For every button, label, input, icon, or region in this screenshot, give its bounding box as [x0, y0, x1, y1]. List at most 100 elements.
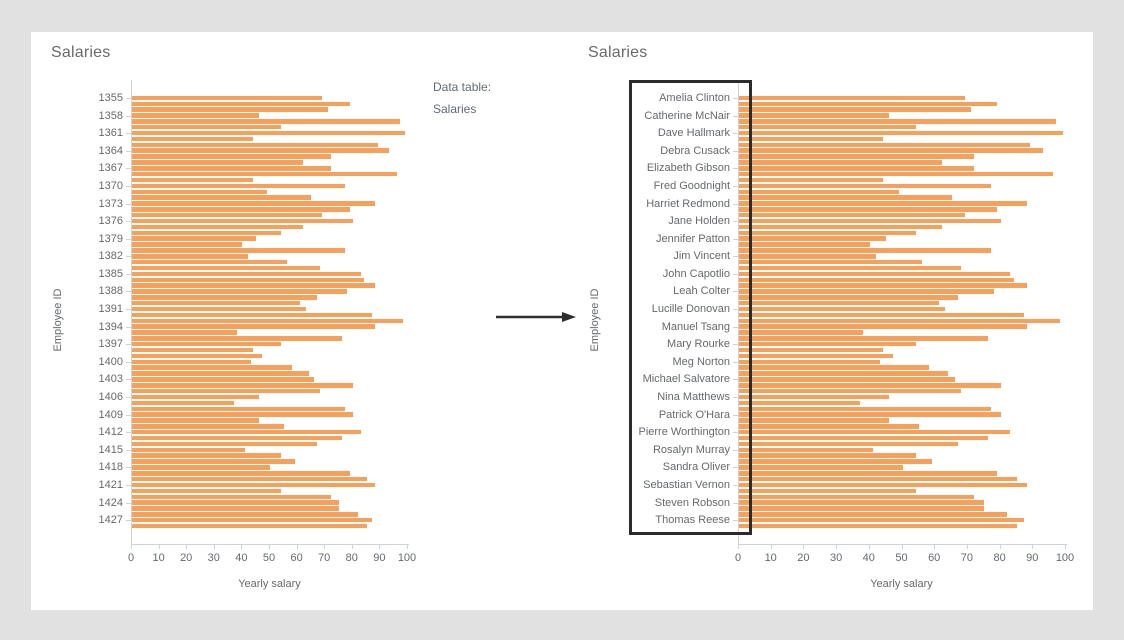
right-salary-bar[interactable] [739, 230, 916, 236]
right-salary-bar[interactable] [739, 418, 890, 423]
right-salary-bar[interactable] [739, 154, 975, 159]
left-salary-bar[interactable] [132, 394, 259, 400]
right-salary-bar[interactable] [739, 330, 864, 335]
right-salary-bar[interactable] [739, 242, 870, 247]
right-salary-bar[interactable] [739, 113, 890, 118]
right-salary-bar[interactable] [739, 388, 962, 394]
left-salary-bar[interactable] [132, 101, 350, 106]
right-salary-bar[interactable] [739, 488, 916, 494]
left-salary-bar[interactable] [132, 283, 375, 288]
left-salary-bar[interactable] [132, 300, 301, 306]
right-salary-bar[interactable] [739, 248, 991, 253]
left-salary-bar[interactable] [132, 142, 378, 148]
right-salary-bar[interactable] [739, 523, 1017, 529]
right-salary-bar[interactable] [739, 465, 903, 470]
right-salary-bar[interactable] [739, 312, 1024, 318]
right-salary-bar[interactable] [739, 371, 949, 376]
right-salary-bar[interactable] [739, 406, 991, 411]
right-salary-bar[interactable] [739, 506, 985, 511]
right-salary-bar[interactable] [739, 459, 932, 464]
right-salary-bar[interactable] [739, 136, 883, 142]
right-salary-bar[interactable] [739, 500, 985, 505]
left-salary-bar[interactable] [132, 494, 331, 499]
left-salary-bar[interactable] [132, 259, 287, 265]
right-salary-bar[interactable] [739, 177, 883, 183]
left-salary-bar[interactable] [132, 242, 243, 247]
left-salary-bar[interactable] [132, 154, 331, 159]
right-salary-bar[interactable] [739, 189, 900, 194]
right-salary-bar[interactable] [739, 183, 991, 189]
left-salary-bar[interactable] [132, 424, 284, 429]
right-salary-bar[interactable] [739, 119, 1057, 124]
right-salary-bar[interactable] [739, 394, 890, 400]
left-salary-bar[interactable] [132, 160, 304, 165]
left-salary-bar[interactable] [132, 388, 320, 394]
right-salary-bar[interactable] [739, 171, 1053, 177]
right-salary-bar[interactable] [739, 517, 1024, 523]
right-salary-bar[interactable] [739, 435, 988, 441]
left-salary-bar[interactable] [132, 383, 353, 388]
left-salary-bar[interactable] [132, 213, 323, 218]
right-salary-bar[interactable] [739, 166, 975, 171]
right-salary-bar[interactable] [739, 383, 1001, 388]
left-salary-bar[interactable] [132, 441, 317, 447]
right-salary-bar[interactable] [739, 482, 1027, 488]
right-salary-bar[interactable] [739, 430, 1011, 435]
right-salary-bar[interactable] [739, 377, 955, 382]
right-salary-bar[interactable] [739, 512, 1008, 517]
left-salary-bar[interactable] [132, 371, 309, 376]
left-salary-bar[interactable] [132, 130, 406, 136]
right-salary-bar[interactable] [739, 324, 1027, 329]
left-salary-bar[interactable] [132, 347, 254, 353]
left-salary-bar[interactable] [132, 265, 320, 271]
right-salary-bar[interactable] [739, 125, 916, 130]
left-salary-bar[interactable] [132, 400, 235, 406]
left-salary-bar[interactable] [132, 430, 362, 435]
left-salary-bar[interactable] [132, 517, 373, 523]
left-salary-bar[interactable] [132, 107, 328, 112]
left-salary-bar[interactable] [132, 365, 293, 370]
left-salary-bar[interactable] [132, 183, 345, 189]
left-salary-bar[interactable] [132, 418, 259, 423]
left-salary-bar[interactable] [132, 330, 237, 335]
left-salary-bar[interactable] [132, 201, 375, 206]
left-salary-bar[interactable] [132, 459, 295, 464]
left-salary-bar[interactable] [132, 506, 339, 511]
left-salary-bar[interactable] [132, 289, 348, 294]
left-salary-bar[interactable] [132, 224, 304, 230]
right-salary-bar[interactable] [739, 265, 962, 271]
right-salary-bar[interactable] [739, 447, 874, 453]
right-salary-bar[interactable] [739, 453, 916, 458]
right-salary-bar[interactable] [739, 441, 959, 447]
right-salary-bar[interactable] [739, 318, 1060, 323]
left-salary-bar[interactable] [132, 306, 306, 312]
left-salary-bar[interactable] [132, 166, 331, 171]
right-salary-bar[interactable] [739, 95, 965, 101]
left-salary-bar[interactable] [132, 377, 315, 382]
right-salary-bar[interactable] [739, 342, 916, 347]
left-salary-bar[interactable] [132, 435, 342, 441]
left-salary-bar[interactable] [132, 412, 353, 417]
left-salary-bar[interactable] [132, 230, 281, 236]
left-salary-bar[interactable] [132, 189, 268, 194]
right-salary-bar[interactable] [739, 424, 919, 429]
left-salary-bar[interactable] [132, 195, 312, 200]
left-salary-bar[interactable] [132, 95, 323, 101]
left-salary-bar[interactable] [132, 482, 375, 488]
left-salary-bar[interactable] [132, 324, 375, 329]
right-salary-bar[interactable] [739, 494, 975, 499]
left-salary-bar[interactable] [132, 512, 359, 517]
left-salary-bar[interactable] [132, 523, 367, 529]
right-salary-bar[interactable] [739, 412, 1001, 417]
left-salary-bar[interactable] [132, 207, 350, 212]
left-salary-bar[interactable] [132, 295, 317, 300]
right-salary-bar[interactable] [739, 224, 942, 230]
left-salary-bar[interactable] [132, 125, 281, 130]
left-salary-bar[interactable] [132, 177, 254, 183]
right-salary-bar[interactable] [739, 207, 998, 212]
left-salary-bar[interactable] [132, 488, 281, 494]
right-salary-bar[interactable] [739, 476, 1017, 482]
right-salary-bar[interactable] [739, 107, 972, 112]
right-salary-bar[interactable] [739, 353, 893, 359]
left-salary-bar[interactable] [132, 476, 367, 482]
